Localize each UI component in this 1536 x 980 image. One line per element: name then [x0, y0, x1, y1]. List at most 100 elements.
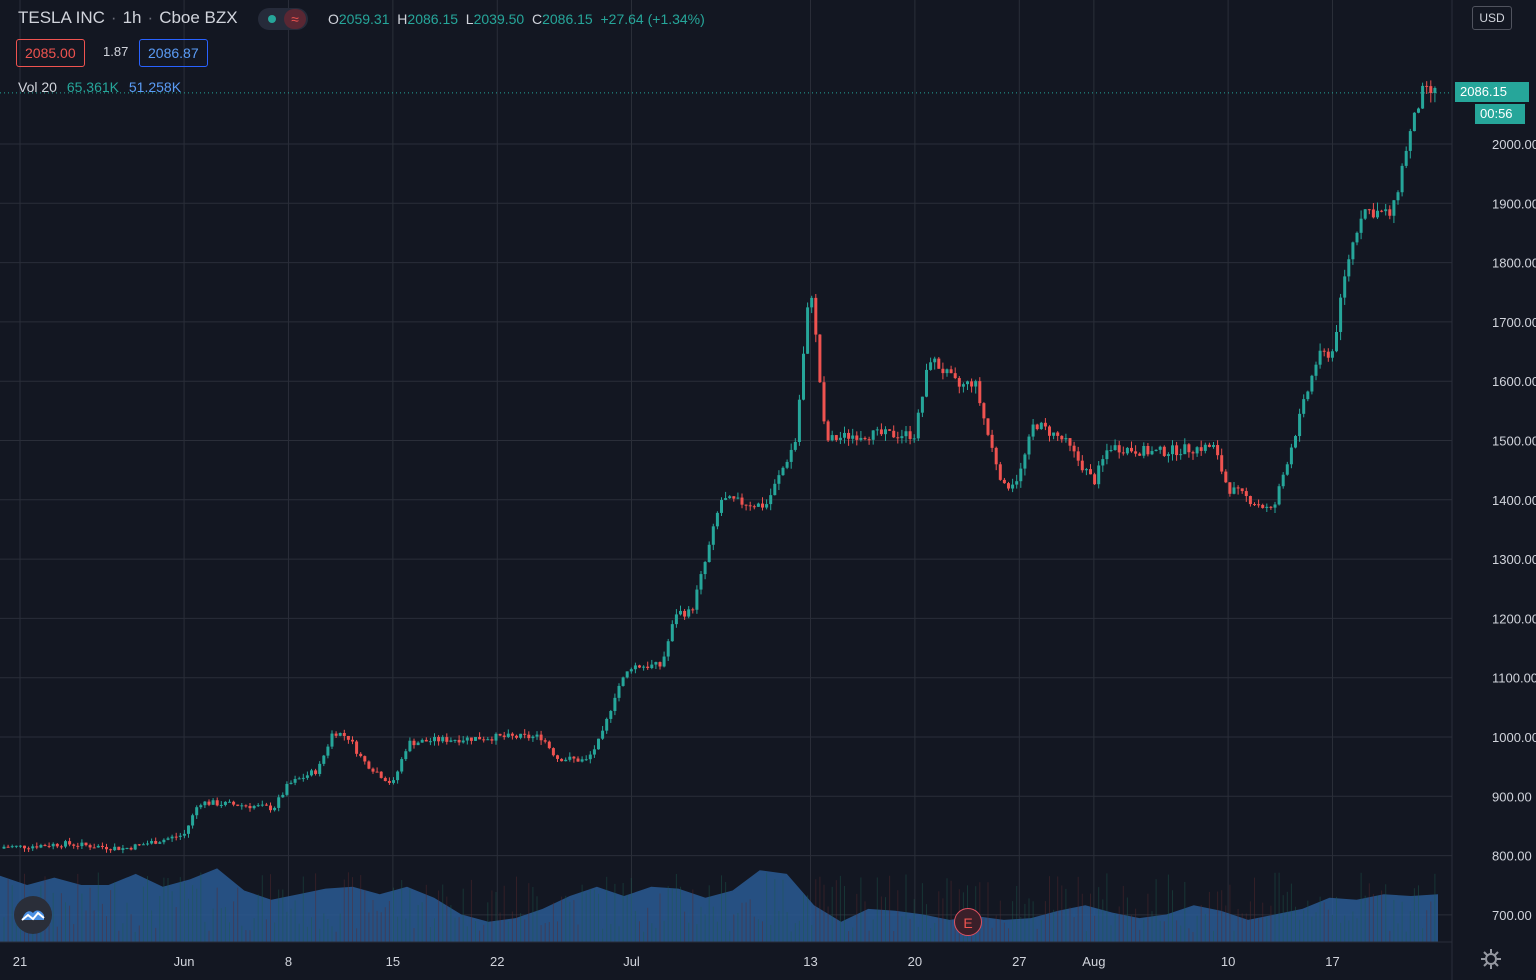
price-tick-label: 1600.00: [1492, 374, 1536, 389]
settings-gear-icon[interactable]: [1480, 948, 1502, 970]
earnings-icon[interactable]: E: [954, 908, 982, 936]
candle-body: [1113, 445, 1117, 451]
candle-body: [925, 369, 928, 397]
spread-value: 1.87: [103, 44, 129, 59]
candle-body: [1121, 452, 1125, 454]
candle-body: [556, 755, 559, 759]
candle-body: [703, 562, 707, 575]
candle-body: [174, 836, 178, 838]
time-tick-label: 22: [490, 954, 504, 969]
candle-body: [2, 846, 6, 849]
symbol-name[interactable]: TESLA INC: [18, 8, 105, 27]
candle-body: [1105, 450, 1109, 460]
candle-body: [14, 845, 18, 847]
volume-ma-value: 51.258K: [128, 79, 182, 95]
candle-body: [47, 845, 51, 847]
candle-body: [494, 733, 498, 741]
candle-body: [129, 847, 133, 850]
candle-body: [1392, 200, 1396, 216]
candle-body: [474, 736, 477, 741]
candle-body: [1183, 444, 1187, 455]
candle-body: [892, 430, 896, 438]
candle-body: [166, 838, 170, 840]
candle-body: [1363, 209, 1367, 219]
candle-body: [355, 741, 359, 754]
candle-body: [39, 845, 43, 848]
candle-body: [843, 432, 846, 438]
candle-body: [10, 846, 14, 848]
candle-body: [1302, 399, 1306, 414]
candle-body: [568, 756, 572, 760]
candle-body: [814, 297, 818, 335]
candle-body: [420, 739, 424, 743]
candle-body: [109, 849, 113, 851]
candle-body: [756, 503, 760, 507]
candle-body: [744, 504, 748, 506]
candle-body: [584, 759, 588, 761]
candle-body: [486, 739, 490, 741]
price-tick-label: 1700.00: [1492, 315, 1536, 330]
candle-body: [761, 503, 764, 508]
candle-body: [1417, 108, 1420, 113]
low-value: 2039.50: [473, 11, 525, 27]
price-tick-label: 1500.00: [1492, 434, 1536, 449]
candle-body: [478, 736, 482, 740]
candle-body: [998, 464, 1002, 480]
candle-body: [961, 384, 965, 387]
market-status-toggle[interactable]: ≈: [258, 8, 308, 30]
symbol-title[interactable]: TESLA INC · 1h · Cboe BZX: [18, 8, 238, 27]
candle-body: [170, 836, 174, 839]
candle-body: [1376, 210, 1379, 218]
candle-body: [199, 805, 203, 808]
tradingview-logo-icon[interactable]: [14, 896, 52, 934]
candle-body: [1212, 445, 1215, 447]
candle-body: [502, 735, 506, 737]
sell-button[interactable]: 2085.00: [16, 39, 85, 67]
price-tick-label: 1400.00: [1492, 493, 1536, 508]
candle-body: [527, 734, 531, 739]
candle-body: [1339, 297, 1343, 332]
volume-label: Vol 20: [18, 79, 57, 95]
candle-body: [1002, 479, 1006, 484]
candle-body: [638, 665, 641, 668]
candle-body: [1056, 432, 1060, 436]
candle-body: [277, 797, 281, 808]
price-tick-label: 1000.00: [1492, 730, 1536, 745]
candle-body: [318, 763, 322, 774]
candle-body: [1318, 350, 1322, 365]
candle-body: [1310, 375, 1314, 392]
candle-body: [1433, 88, 1437, 93]
currency-button[interactable]: USD: [1472, 6, 1512, 30]
time-tick-label: 17: [1325, 954, 1339, 969]
candle-body: [375, 771, 379, 773]
candle-body: [707, 544, 711, 563]
candle-body: [625, 671, 629, 678]
candle-body: [445, 737, 449, 742]
candle-body: [1035, 424, 1039, 430]
candle-body: [178, 835, 182, 837]
volume-legend[interactable]: Vol 20 65.361K 51.258K: [18, 79, 181, 95]
candle-body: [978, 381, 982, 404]
candle-body: [1220, 455, 1224, 472]
wave-icon: ≈: [284, 9, 306, 29]
candle-body: [535, 734, 539, 737]
candle-body: [547, 741, 551, 749]
last-price-label: 2086.15: [1455, 82, 1529, 102]
candle-body: [1257, 504, 1261, 506]
candle-body: [1011, 484, 1015, 489]
candle-body: [215, 800, 219, 806]
time-tick-label: 20: [908, 954, 922, 969]
candle-body: [367, 761, 371, 769]
candle-body: [88, 845, 92, 848]
interval-label[interactable]: 1h: [122, 8, 142, 27]
candle-body: [392, 780, 395, 783]
candle-body: [1351, 242, 1355, 260]
candle-body: [855, 435, 859, 440]
candle-body: [1084, 469, 1088, 471]
candle-body: [683, 610, 687, 617]
candle-body: [912, 438, 916, 440]
candle-body: [281, 794, 285, 798]
candle-body: [633, 665, 637, 670]
buy-button[interactable]: 2086.87: [139, 39, 208, 67]
